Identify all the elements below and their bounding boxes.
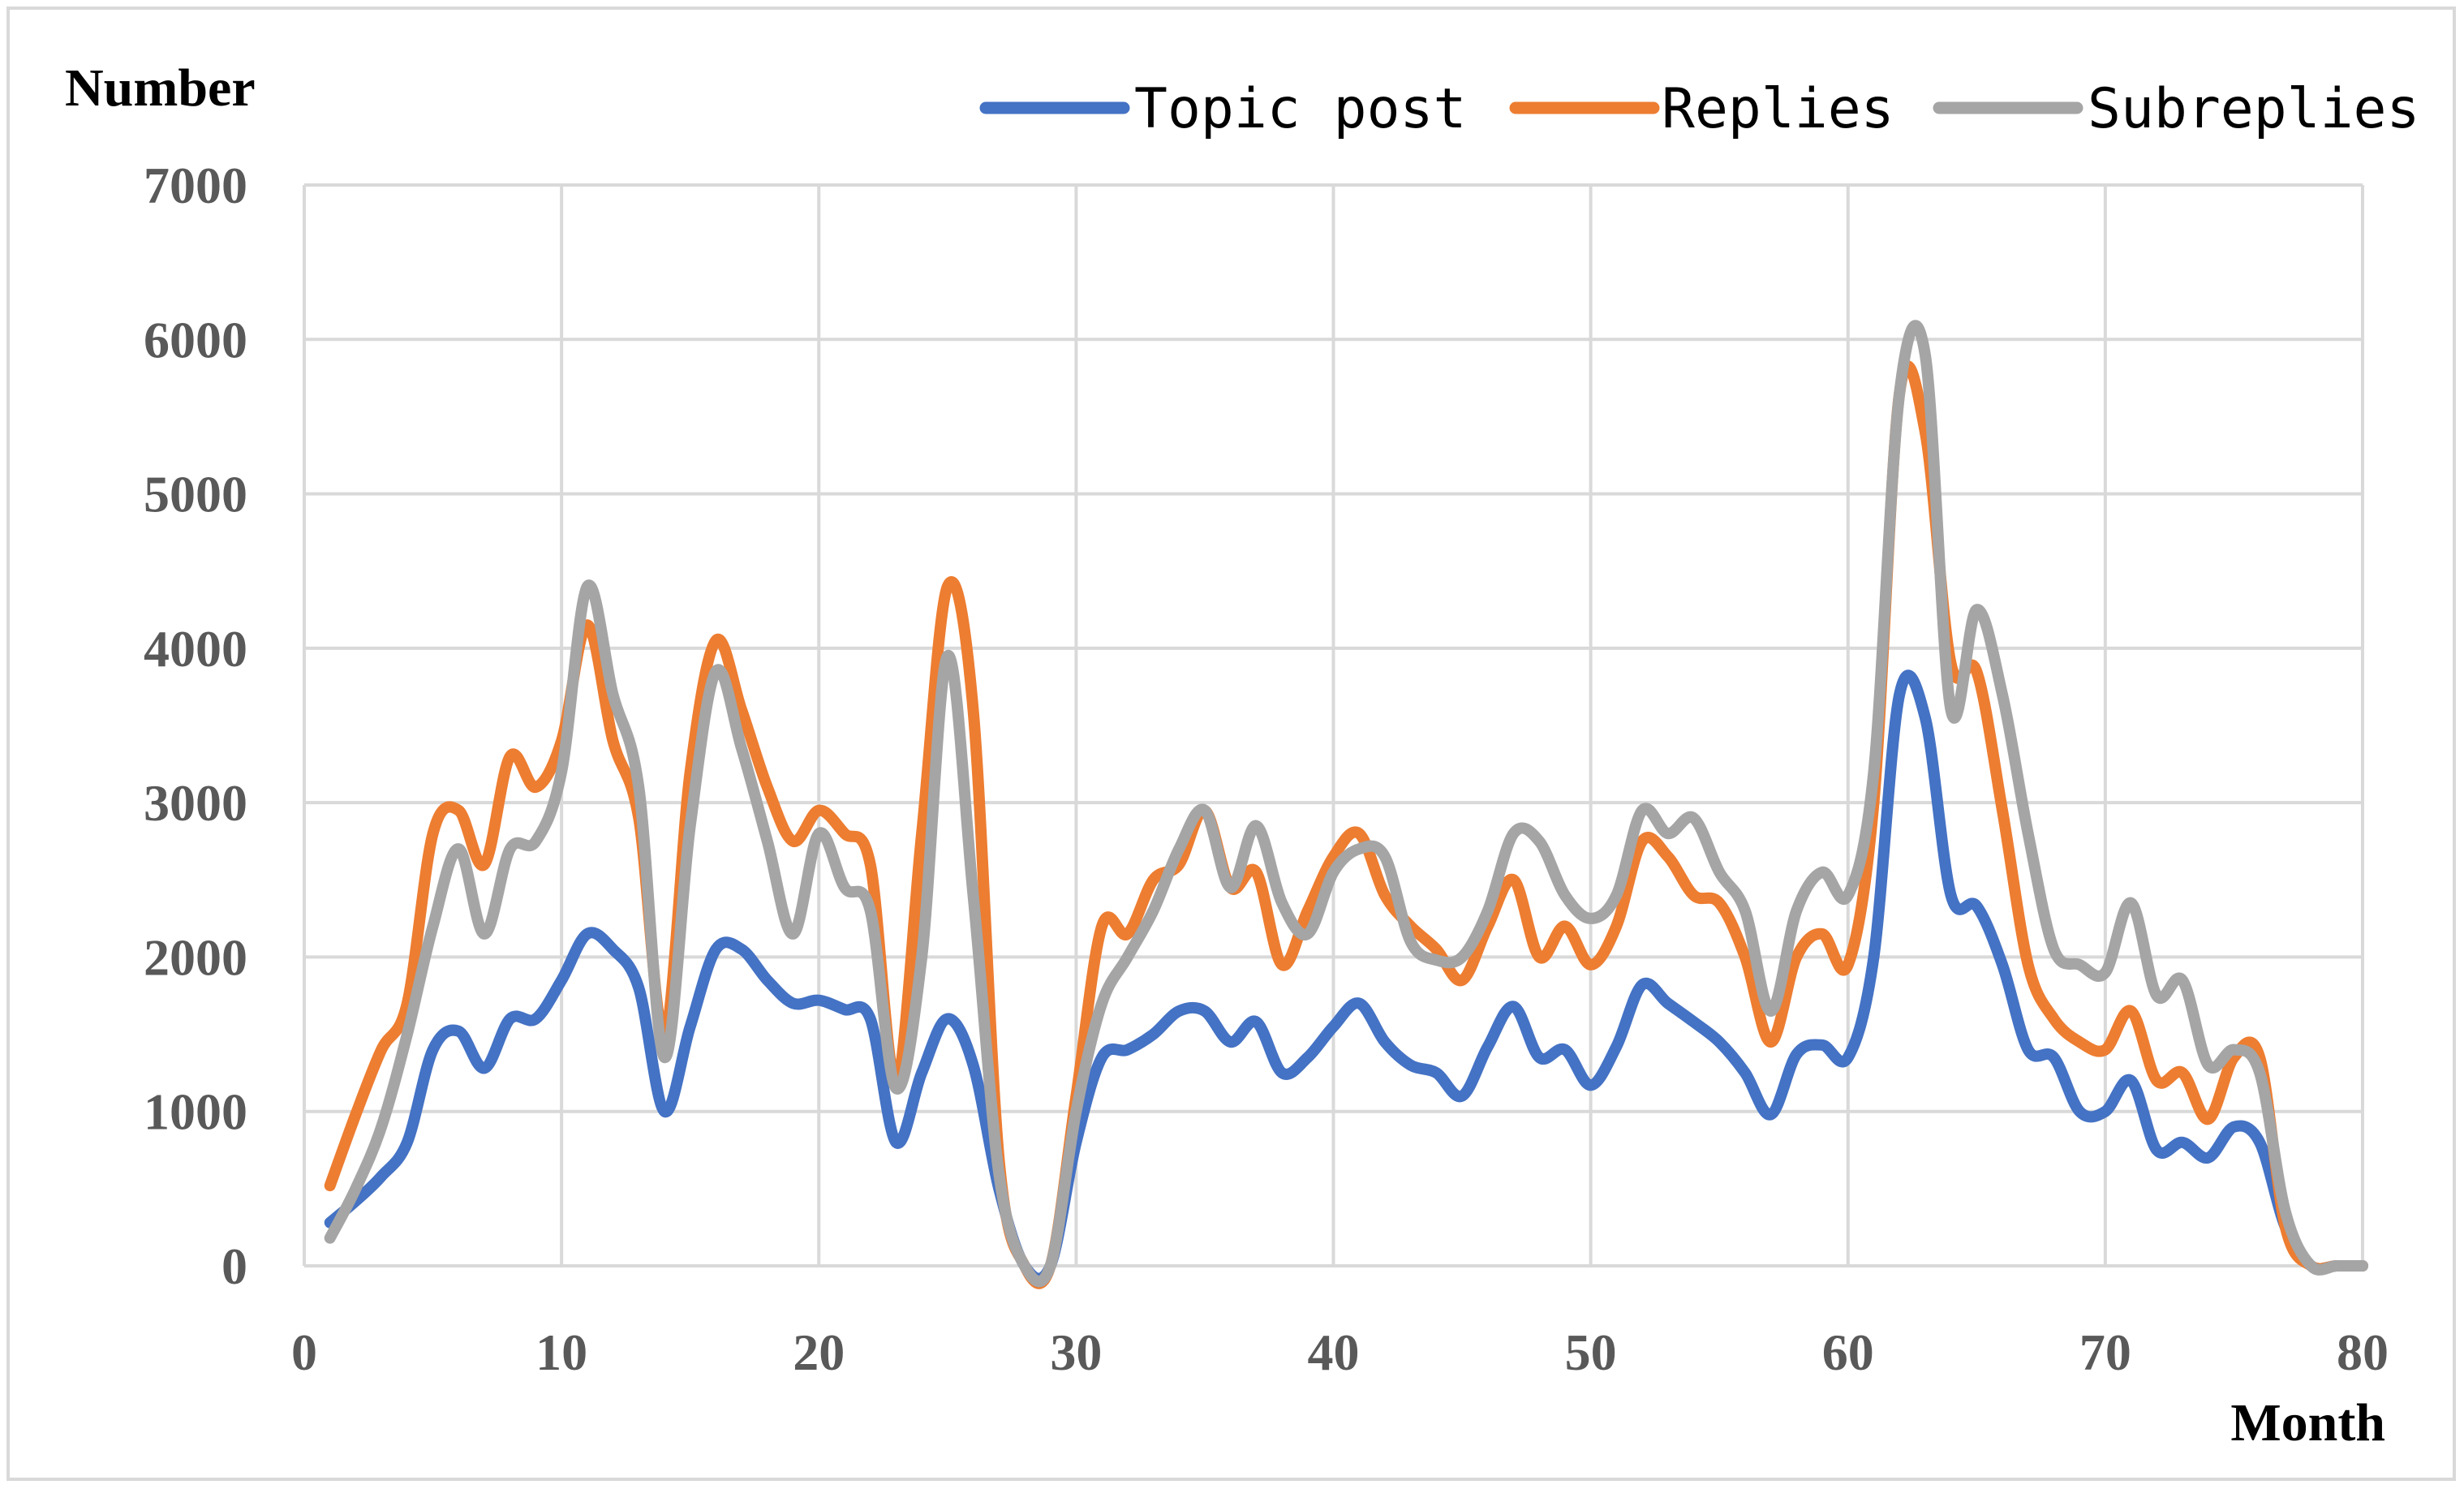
series-line-topic-post — [324, 669, 2368, 1285]
x-tick-label: 40 — [1308, 1323, 1360, 1381]
y-axis-title: Number — [65, 58, 256, 118]
chart-frame — [6, 6, 2456, 1481]
x-tick-label: 60 — [1822, 1323, 1874, 1381]
legend-label-replies: Replies — [1662, 77, 1894, 141]
x-tick-label: 10 — [535, 1323, 587, 1381]
x-tick-label: 80 — [2337, 1323, 2389, 1381]
series-lines — [324, 320, 2368, 1289]
y-tick-label: 6000 — [144, 311, 247, 368]
y-tick-label: 0 — [221, 1237, 247, 1295]
y-tick-label: 3000 — [144, 774, 247, 832]
y-tick-label: 1000 — [144, 1083, 247, 1141]
legend-label-subreplies: Subreplies — [2088, 77, 2419, 141]
y-tick-label: 4000 — [144, 620, 247, 678]
x-tick-label: 70 — [2079, 1323, 2131, 1381]
legend-label-topic-post: Topic post — [1134, 77, 1466, 141]
y-tick-label: 2000 — [144, 928, 247, 986]
series-line-replies — [324, 360, 2368, 1289]
x-axis-title: Month — [2230, 1393, 2385, 1452]
x-tick-label: 0 — [291, 1323, 317, 1381]
x-tick-label: 30 — [1050, 1323, 1102, 1381]
x-tick-label: 50 — [1565, 1323, 1617, 1381]
y-axis-ticks: 0 1000 2000 3000 4000 5000 6000 7000 — [144, 157, 247, 1295]
legend: Topic post Replies Subreplies — [979, 77, 2419, 141]
y-tick-label: 7000 — [144, 157, 247, 214]
series-line-subreplies — [324, 320, 2368, 1288]
x-tick-label: 20 — [793, 1323, 845, 1381]
y-tick-label: 5000 — [144, 466, 247, 523]
x-axis-ticks: 0 10 20 30 40 50 60 70 80 — [291, 1323, 2389, 1381]
